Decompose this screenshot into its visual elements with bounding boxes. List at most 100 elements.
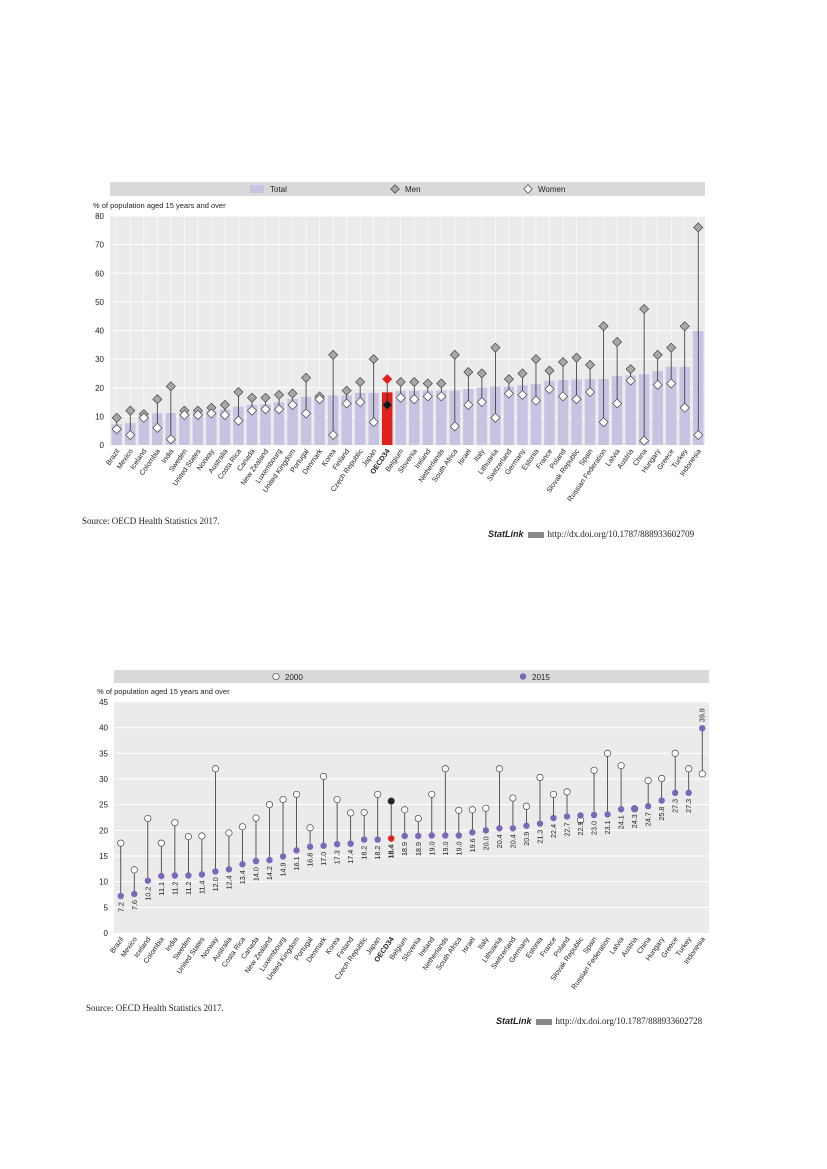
marker-2015-norway [212,868,219,875]
women-marker-italy [476,397,487,408]
men-marker-south-africa [449,349,460,360]
y-tick-label: 80 [95,212,104,221]
marker-2015-spain [590,811,598,819]
value-label-colombia: 11.1 [157,882,166,895]
bar-total-austria [625,375,636,445]
women-marker-switzerland [503,388,514,399]
marker-2015-israel [469,829,476,836]
marker-2015-south-africa [455,832,463,839]
bar-total-germany [517,385,528,445]
value-label-spain: 23.0 [590,821,599,835]
men-marker-colombia [152,394,163,405]
legend-2015-label: 2015 [532,673,550,682]
legend-2000-label: 2000 [285,673,303,682]
marker-2015-switzerland [509,825,517,832]
bar-total-canada [246,404,258,445]
marker-2000-poland [563,788,571,796]
value-label-denmark: 17.0 [319,852,328,866]
marker-2000-finland [347,809,355,817]
marker-2015-colombia [158,872,165,880]
bar-total-sweden [179,412,190,445]
women-marker-spain [585,387,596,398]
marker-2015-sweden [185,872,192,879]
value-label-estonia: 21.3 [535,830,544,844]
marker-2000-south-africa [455,806,463,814]
value-label-hungary: 25.8 [657,807,666,821]
value-label-greece: 27.3 [671,799,680,813]
marker-2015-poland [563,813,571,820]
marker-2015-china [644,803,652,810]
bar-total-italy [476,387,488,445]
marker-2000-denmark [320,772,328,780]
men-marker-slovenia [409,377,420,388]
marker-2000-portugal [306,824,314,832]
bar-total-belgium [395,390,407,445]
value-label-russian-federation: 23.1 [603,820,612,834]
statlink-1[interactable]: StatLink http://dx.doi.org/10.1787/888933… [488,529,694,539]
men-marker-lithuania [490,342,501,353]
marker-2015-italy [482,827,490,834]
source-note-1: Source: OECD Health Statistics 2017. [82,516,220,526]
women-marker-latvia [612,398,623,409]
men-marker-poland [557,356,569,368]
statlink-2[interactable]: StatLink http://dx.doi.org/10.1787/888933… [496,1016,702,1026]
marker-2000-italy [482,804,490,812]
bar-total-latvia [611,376,623,445]
bar-total-hungary [652,371,663,445]
marker-2015-canada [252,857,260,865]
value-label-italy: 20.0 [481,836,490,850]
y-tick-label-2: 45 [99,698,108,707]
women-marker-sweden [179,409,190,420]
marker-2015-austria [631,805,638,812]
men-marker-slovak-republic [571,352,582,363]
bar-total-slovenia [408,390,420,445]
women-marker-france [544,384,555,395]
statlink-url-1[interactable]: http://dx.doi.org/10.1787/888933602709 [547,529,695,539]
marker-2000-sweden [184,832,192,841]
marker-2015-slovenia [415,832,422,840]
bar-total-switzerland [503,386,515,445]
value-label-israel: 19.6 [468,838,477,852]
women-marker-austria [625,375,636,386]
y-tick-label: 40 [95,327,104,336]
value-label-germany: 20.9 [522,832,531,846]
value-label-slovenia: 18.9 [414,842,423,856]
women-marker-indonesia [693,429,704,441]
marker-2000-france [549,790,558,798]
marker-2000-estonia [536,773,544,782]
y-axis-label-2: % of population aged 15 years and over [97,687,230,696]
y-tick-label-2: 20 [99,826,108,835]
source-note-2: Source: OECD Health Statistics 2017. [86,1003,224,1013]
men-marker-luxembourg [274,389,285,400]
marker-2000-norway [211,765,219,773]
marker-2015-latvia [617,806,625,813]
value-label-india: 11.2 [170,882,179,895]
women-marker-slovenia [409,394,420,405]
marker-2015-hungary [658,797,665,804]
men-marker-united-kingdom [287,388,298,399]
value-label-luxembourg: 14.9 [279,863,288,877]
y-tick-label-2: 25 [99,801,108,810]
bar-total-finland [341,395,352,445]
bar-total-united-states [192,412,204,445]
women-marker-germany [517,389,528,400]
legend-2015-marker-icon [519,673,527,680]
value-label-turkey: 27.3 [684,799,693,813]
y-tick-label-2: 0 [104,929,109,938]
y-tick-label: 0 [100,441,105,450]
men-marker-new-zealand [260,392,271,403]
women-marker-india [165,434,176,445]
bar-total-iceland [138,415,150,445]
men-marker-japan [368,354,379,365]
legend-2000-marker-icon [272,672,280,681]
women-marker-australia [219,409,230,420]
marker-2015-mexico [131,890,138,898]
statlink-url-2[interactable]: http://dx.doi.org/10.1787/888933602728 [555,1016,703,1026]
marker-2015-costa-rica [239,861,246,868]
bar-total-portugal [300,396,312,445]
legend-women-diamond-icon [523,184,533,194]
men-marker-turkey [679,321,690,332]
value-label-japan: 18.2 [373,846,382,860]
legend-total-label: Total [270,185,287,194]
value-label-poland: 22.7 [563,822,572,836]
